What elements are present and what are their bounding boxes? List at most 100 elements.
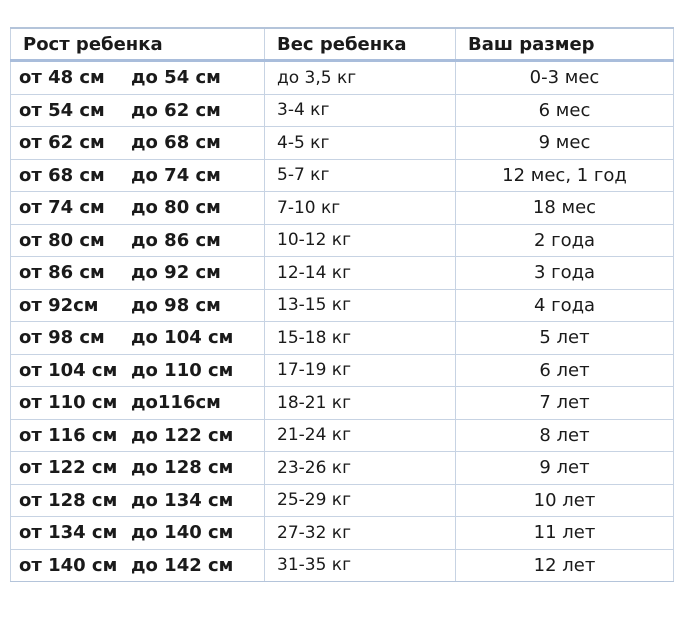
size-cell: 4 года [455,289,674,322]
size-cell: 18 мес [455,191,674,225]
height-from: от 128 см [19,489,118,511]
height-from: от 48 см [19,67,105,89]
height-to: до 140 см [131,522,234,544]
height-cell: от 98 см до 104 см [10,321,265,355]
height-cell: от 116 см до 122 см [10,419,265,452]
size-cell: 6 мес [455,94,674,127]
height-cell: от 48 см до 54 см [10,60,265,95]
height-to: до 142 см [131,554,234,576]
height-cell: от 62 см до 68 см [10,126,265,160]
height-cell: от 134 см до 140 см [10,516,265,550]
size-cell: 2 года [455,224,674,257]
table-header: Рост ребенка Вес ребенка Ваш размер [10,27,674,62]
weight-cell: 31-35 кг [264,549,456,582]
height-cell: от 128 см до 134 см [10,484,265,517]
height-to: до 128 см [131,457,234,479]
weight-cell: 4-5 кг [264,126,456,160]
table-row: от 104 см до 110 см 17-19 кг 6 лет [10,354,674,387]
height-from: от 68 см [19,164,105,186]
height-from: от 62 см [19,132,105,154]
size-table: Рост ребенка Вес ребенка Ваш размер от 4… [10,27,674,582]
height-to: до 122 см [131,424,234,446]
weight-cell: 18-21 кг [264,386,456,420]
height-cell: от 86 см до 92 см [10,256,265,290]
table-row: от 122 см до 128 см 23-26 кг 9 лет [10,451,674,485]
height-from: от 92см [19,294,99,316]
size-chart: Рост ребенка Вес ребенка Ваш размер от 4… [10,27,674,582]
weight-cell: до 3,5 кг [264,60,456,95]
height-from: от 110 см [19,392,118,414]
table-row: от 48 см до 54 см до 3,5 кг 0-3 мес [10,60,674,95]
height-to: до 104 см [131,327,234,349]
size-cell: 9 лет [455,451,674,485]
table-row: от 62 см до 68 см 4-5 кг 9 мес [10,126,674,160]
height-from: от 54 см [19,99,105,121]
header-size: Ваш размер [455,27,674,62]
table-row: от 54 см до 62 см 3-4 кг 6 мес [10,94,674,127]
weight-cell: 10-12 кг [264,224,456,257]
height-from: от 86 см [19,262,105,284]
table-row: от 116 см до 122 см 21-24 кг 8 лет [10,419,674,452]
height-from: от 134 см [19,522,118,544]
size-cell: 8 лет [455,419,674,452]
height-cell: от 110 см до116см [10,386,265,420]
header-weight: Вес ребенка [264,27,456,62]
table-row: от 134 см до 140 см 27-32 кг 11 лет [10,516,674,550]
height-from: от 80 см [19,229,105,251]
height-to: до 92 см [131,262,221,284]
height-to: до 98 см [131,294,221,316]
height-cell: от 68 см до 74 см [10,159,265,192]
size-cell: 12 лет [455,549,674,582]
height-to: до 62 см [131,99,221,121]
height-to: до 54 см [131,67,221,89]
size-cell: 10 лет [455,484,674,517]
weight-cell: 17-19 кг [264,354,456,387]
weight-cell: 25-29 кг [264,484,456,517]
height-to: до116см [131,392,221,414]
weight-cell: 5-7 кг [264,159,456,192]
size-cell: 6 лет [455,354,674,387]
size-cell: 3 года [455,256,674,290]
height-cell: от 104 см до 110 см [10,354,265,387]
height-cell: от 92см до 98 см [10,289,265,322]
height-to: до 74 см [131,164,221,186]
height-to: до 68 см [131,132,221,154]
table-row: от 74 см до 80 см 7-10 кг 18 мес [10,191,674,225]
height-to: до 110 см [131,359,234,381]
height-from: от 104 см [19,359,118,381]
table-row: от 110 см до116см 18-21 кг 7 лет [10,386,674,420]
table-body: от 48 см до 54 см до 3,5 кг 0-3 мес от 54 см… [10,60,674,582]
height-to: до 86 см [131,229,221,251]
weight-cell: 21-24 кг [264,419,456,452]
weight-cell: 3-4 кг [264,94,456,127]
table-row: от 80 см до 86 см 10-12 кг 2 года [10,224,674,257]
header-height: Рост ребенка [10,27,265,62]
weight-cell: 15-18 кг [264,321,456,355]
table-row: от 98 см до 104 см 15-18 кг 5 лет [10,321,674,355]
size-cell: 5 лет [455,321,674,355]
height-from: от 116 см [19,424,118,446]
table-row: от 128 см до 134 см 25-29 кг 10 лет [10,484,674,517]
height-cell: от 80 см до 86 см [10,224,265,257]
table-row: от 86 см до 92 см 12-14 кг 3 года [10,256,674,290]
weight-cell: 27-32 кг [264,516,456,550]
height-cell: от 122 см до 128 см [10,451,265,485]
weight-cell: 7-10 кг [264,191,456,225]
height-from: от 122 см [19,457,118,479]
size-cell: 0-3 мес [455,60,674,95]
table-row: от 68 см до 74 см 5-7 кг 12 мес, 1 год [10,159,674,192]
height-cell: от 74 см до 80 см [10,191,265,225]
table-row: от 92см до 98 см 13-15 кг 4 года [10,289,674,322]
size-cell: 7 лет [455,386,674,420]
table-row: от 140 см до 142 см 31-35 кг 12 лет [10,549,674,582]
height-to: до 134 см [131,489,234,511]
header-row: Рост ребенка Вес ребенка Ваш размер [10,27,674,62]
height-cell: от 54 см до 62 см [10,94,265,127]
weight-cell: 12-14 кг [264,256,456,290]
size-cell: 11 лет [455,516,674,550]
weight-cell: 23-26 кг [264,451,456,485]
height-from: от 140 см [19,554,118,576]
size-cell: 12 мес, 1 год [455,159,674,192]
height-to: до 80 см [131,197,221,219]
size-cell: 9 мес [455,126,674,160]
